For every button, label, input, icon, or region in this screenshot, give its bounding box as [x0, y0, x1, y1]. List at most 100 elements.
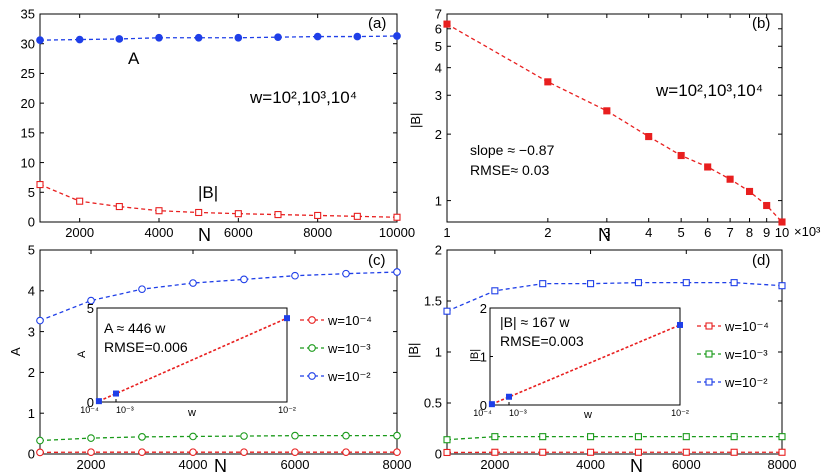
legend-marker-2: [308, 372, 316, 380]
panel-d-series-2-point: [730, 279, 738, 287]
inset-ytick-label: 0: [480, 398, 487, 413]
panel-a-annotation-B: |B|: [198, 183, 218, 202]
panel-c-series-0-point: [342, 448, 350, 457]
panel-b-annotation-slope: slope ≈ −0.87: [470, 142, 555, 158]
panel-a-ytick-label: 15: [21, 126, 35, 141]
panel-c-series-0-point: [240, 448, 248, 457]
panel-c-series-2-point: [342, 269, 350, 278]
panel-d-series-2-point: [634, 279, 642, 287]
panel-a-ytick-label: 35: [21, 7, 35, 22]
panel-a-xtick-label: 10000: [379, 225, 415, 240]
panel-b-xtick-label: 5: [678, 225, 685, 240]
panel-d-series-2-point: [682, 279, 690, 287]
panel-c-series-1-point: [87, 434, 95, 442]
panel-d-xtick-label: 8000: [768, 457, 797, 472]
panel-d-inset-rmse: RMSE=0.003: [500, 333, 584, 349]
panel-c-ylabel: A: [8, 347, 23, 356]
panel-a-series-1-point: [353, 212, 361, 220]
legend-label-0: w=10⁻⁴: [327, 313, 372, 328]
panel-d-series-1-point: [587, 433, 595, 441]
panel-d-series-1-point: [682, 433, 690, 441]
panel-b-ytick-label: 6: [435, 21, 442, 36]
inset-point: [488, 401, 495, 408]
panel-d-inset-xlabel: w: [583, 409, 592, 421]
panel-d-ytick-label: 0: [435, 447, 442, 462]
panel-d-marks: [443, 279, 786, 457]
legend-marker-2: [705, 378, 713, 386]
panel-c-series-1-line: [39, 434, 397, 442]
panel-c-series-2-point: [138, 285, 146, 294]
legend-label-1: w=10⁻³: [327, 341, 371, 356]
legend-label-2: w=10⁻²: [724, 375, 768, 390]
panel-b-series-0-point: [544, 78, 552, 86]
panel-d-xtick-label: 6000: [672, 457, 701, 472]
panel-d-ytick-label: 1.5: [424, 294, 442, 309]
panel-a-xtick-label: 8000: [303, 225, 332, 240]
panel-a-series-0-point: [234, 33, 243, 42]
panel-c-ytick-label: 4: [28, 283, 35, 298]
inset-point: [506, 393, 512, 400]
panel-b-xtick-label: 8: [746, 225, 753, 240]
panel-b-series-0-point: [778, 218, 786, 226]
panel-a-series-1-point: [76, 197, 84, 205]
legend-label-2: w=10⁻²: [327, 369, 371, 384]
panel-b-series-0-point: [704, 163, 712, 171]
panel-c-series-2-point: [291, 271, 299, 280]
inset-xtick-label: 10⁻⁴: [473, 408, 492, 418]
panel-b-label: (b): [752, 15, 770, 32]
panel-c-series-1-point: [240, 432, 248, 440]
panel-c-inset-fit: A ≈ 446 w: [104, 320, 166, 336]
panel-b-ytick-label: 1: [435, 193, 442, 208]
panel-c-series-2-point: [36, 316, 44, 325]
panel-b-xtick-label: 9: [763, 225, 770, 240]
panel-d-series-0-point: [778, 448, 786, 456]
panel-b-annotation-w: w=10²,10³,10⁴: [655, 81, 763, 100]
inset-ytick-label: 1: [480, 350, 487, 365]
panel-c-series-0-point: [393, 448, 401, 457]
panel-d-series-2-point: [539, 280, 547, 288]
panel-a-series-1-point: [314, 211, 322, 220]
panel-d-xlabel: N: [630, 456, 643, 475]
panel-c-marks: [36, 268, 401, 457]
panel-b-series-0-point: [443, 20, 451, 28]
panel-a-series-0-line: [39, 35, 398, 41]
panel-a-series-0-point: [353, 32, 362, 41]
panel-d-series-1-point: [539, 433, 547, 441]
panel-a-series-0-point: [155, 33, 163, 42]
inset-ytick-label: 2: [480, 301, 487, 316]
panel-c-series-1-point: [342, 431, 350, 440]
panel-d-series-0-point: [491, 448, 499, 456]
panel-d-series-1-point: [730, 433, 738, 441]
panel-c-inset-frame: [96, 307, 288, 403]
panel-c-series-0-point: [189, 448, 197, 457]
panel-d-series-2-point: [443, 307, 451, 315]
panel-c-xtick-label: 2000: [77, 457, 106, 472]
panel-c-series-1-point: [393, 431, 401, 440]
legend-label-0: w=10⁻⁴: [724, 319, 769, 334]
legend-marker-0: [705, 322, 713, 330]
panel-b-series-0-point: [763, 201, 771, 210]
panel-c-ytick-label: 3: [28, 324, 35, 339]
panel-d-series-1-point: [491, 433, 499, 441]
inset-xtick-label: 10⁻²: [278, 405, 296, 415]
panel-c-ytick-label: 2: [28, 365, 35, 380]
inset-point: [95, 398, 102, 405]
panel-a-ytick-label: 20: [21, 96, 35, 111]
legend-marker-0: [308, 316, 316, 324]
panel-b-ylabel: |B|: [408, 113, 423, 128]
inset-xtick-label: 10⁻³: [509, 408, 527, 418]
panel-c-legend: w=10⁻⁴ w=10⁻³ w=10⁻²: [300, 313, 372, 384]
panel-b-xtick-label: 6: [704, 225, 711, 240]
legend-label-1: w=10⁻³: [724, 347, 768, 362]
panel-c-inset: 10⁻⁴ 10⁻³ 10⁻² 0 5 A ≈ 446 w RMSE=0.006 w A: [76, 301, 296, 419]
panel-d-ytick-label: 1: [435, 345, 442, 360]
panel-d-xtick-label: 2000: [480, 457, 509, 472]
panel-c-ytick-label: 5: [28, 243, 35, 258]
panel-d-series-1-point: [778, 433, 786, 441]
panel-d-series-2-line: [446, 281, 783, 312]
panel-c-ytick-label: 1: [28, 406, 35, 421]
panel-a-marks: [36, 32, 401, 221]
panel-a-series-1-point: [234, 210, 242, 218]
